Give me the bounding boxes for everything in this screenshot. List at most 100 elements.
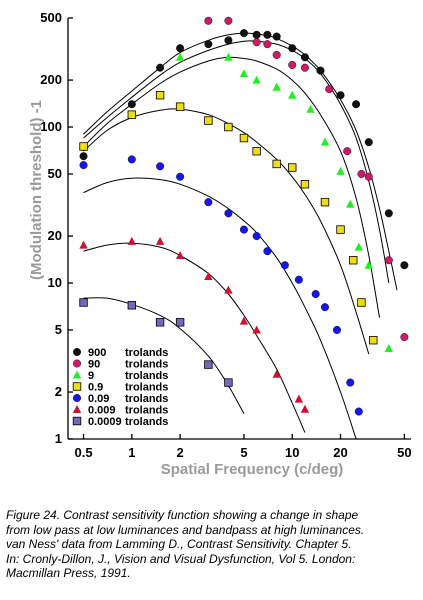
legend-entry: 0.9 trolands [72,382,168,394]
data-point [252,38,261,47]
data-point [224,36,233,45]
data-point [263,247,272,256]
data-point [224,285,233,294]
y-tick-label: 1 [55,431,62,446]
data-point [332,325,341,334]
legend-unit: trolands [125,359,168,371]
data-point [127,110,137,119]
data-point [384,209,393,218]
legend-marker [72,370,82,379]
data-point [176,172,185,181]
legend-entry: 0.09 trolands [72,393,168,405]
data-point [252,232,261,241]
data-point [175,52,185,61]
data-point [364,172,373,181]
data-point [400,333,409,342]
legend-unit: trolands [125,370,168,382]
legend-marker [72,416,82,426]
fitted-curve-4 [83,177,357,440]
y-tick-label: 5 [55,322,62,337]
data-point [176,44,185,53]
legend-value: 0.0009 [88,416,122,428]
data-point [239,316,249,325]
contrast-sensitivity-chart: 1 2 5 10 20 50 100 200 500 0.5 1 2 5 10 20 50 900 trolan… [28,10,412,478]
data-point [252,146,261,156]
data-point [156,63,165,72]
data-point [272,50,281,59]
y-tick-label: 10 [48,275,62,290]
series-0.09 [79,155,363,416]
data-point [400,261,409,270]
legend-unit: trolands [125,347,168,359]
data-point [127,155,136,164]
y-tick-label: 200 [40,72,62,87]
legend-unit: trolands [125,393,168,405]
legend-entry: 90 trolands [72,359,168,371]
series-0.009 [79,236,310,413]
data-point [272,82,281,91]
legend-unit: trolands [125,405,168,417]
fitted-curves [83,32,398,440]
data-point [294,394,304,403]
data-point [224,16,233,25]
data-point [155,90,165,100]
data-point [272,369,281,378]
data-point [357,298,366,307]
data-point [156,162,165,171]
data-point [316,66,325,75]
fitted-curve-2 [83,56,380,318]
data-point [300,53,309,62]
x-tick-label: 10 [285,445,299,460]
caption-line: Macmillan Press, 1991. [6,566,131,580]
data-point [79,298,88,307]
data-point [300,180,310,189]
data-point [155,236,165,245]
data-point [272,32,281,41]
x-tick-label: 1 [128,445,135,460]
x-tick-label: 2 [177,445,184,460]
data-point [364,260,373,269]
data-point [336,166,345,175]
legend-unit: trolands [125,382,168,394]
legend-value: 0.09 [88,393,109,405]
legend-value: 9 [88,370,94,382]
data-point [175,251,185,260]
fitted-curve-5 [83,242,306,433]
data-point [354,242,364,251]
data-point [311,290,320,299]
x-tick-label: 50 [397,445,411,460]
axis-ticks: 1 2 5 10 20 50 100 200 500 0.5 1 2 5 10 20 50 [40,10,411,460]
y-tick-label: 2 [55,384,62,399]
data-point [252,325,261,334]
data-point [204,40,213,49]
data-point [204,16,213,25]
data-point [127,301,137,310]
y-tick-label: 20 [48,228,62,243]
data-point [306,104,315,113]
data-point [79,152,88,161]
data-point [280,261,289,270]
legend-value: 900 [88,347,106,359]
fitted-curve-3 [83,108,370,355]
data-point [294,275,303,284]
data-point [336,225,345,234]
legend-unit: trolands [125,416,168,428]
data-point [300,63,309,72]
data-point [336,91,345,100]
data-point [343,147,352,156]
legend-value: 0.9 [88,382,103,394]
series-900 [79,29,409,270]
data-point [346,199,355,208]
x-axis-title: Spatial Frequency (c/deg) [161,461,344,478]
legend-value: 0.009 [88,405,116,417]
legend-entry: 9 trolands [72,370,168,382]
legend-value: 90 [88,359,100,371]
data-point [155,318,165,327]
data-point [349,256,358,265]
legend: 900 trolands 90 trolands 9 trolands 0.9 troland… [72,347,168,428]
data-point [320,197,330,207]
data-point [175,102,185,111]
data-point [79,161,88,170]
data-point [263,40,272,49]
data-point [79,240,88,249]
